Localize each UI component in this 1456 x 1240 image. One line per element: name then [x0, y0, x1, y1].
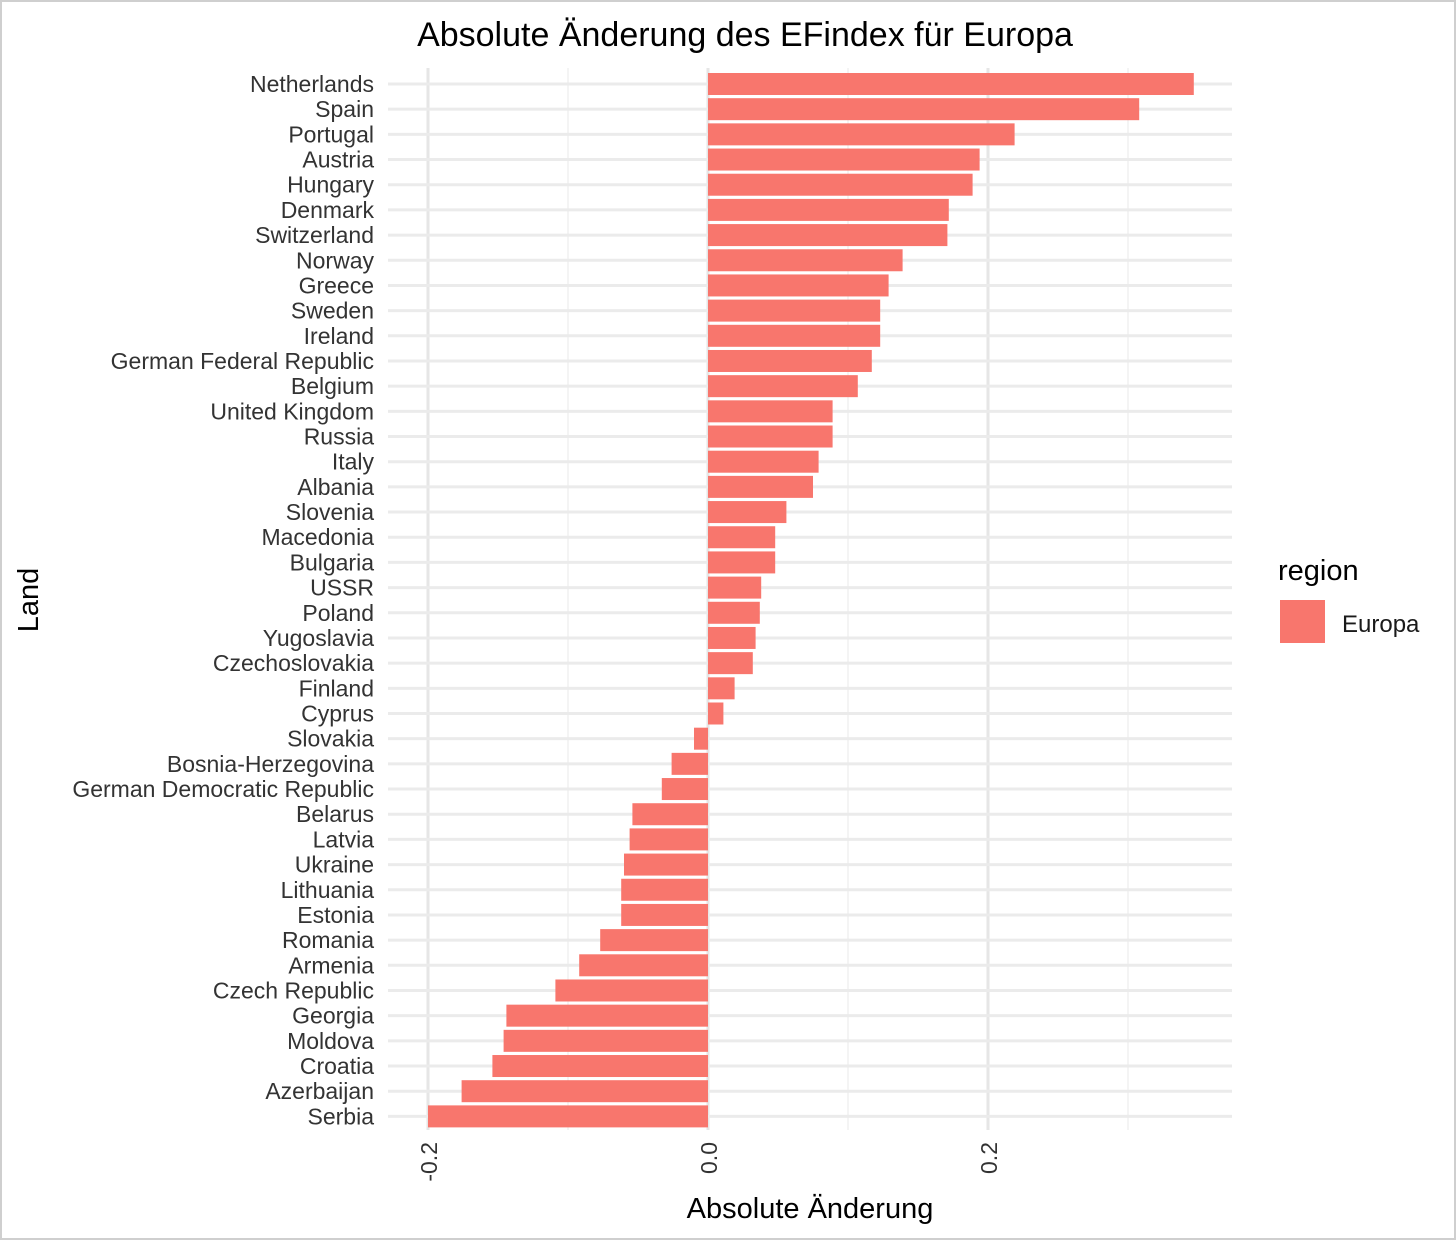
- bar: [621, 903, 708, 926]
- x-axis-title: Absolute Änderung: [687, 1193, 934, 1225]
- bar: [600, 929, 708, 952]
- bar: [708, 677, 735, 700]
- bar: [708, 400, 833, 423]
- bar: [503, 1029, 708, 1052]
- y-tick-label: Serbia: [308, 1103, 375, 1129]
- y-tick-label: Czechoslovakia: [213, 650, 374, 676]
- bar: [708, 123, 1015, 146]
- y-tick-label: Austria: [302, 147, 374, 173]
- y-tick-label: Albania: [297, 474, 374, 500]
- y-tick-label: Switzerland: [255, 222, 374, 248]
- y-tick-label: USSR: [310, 575, 374, 601]
- bar: [671, 752, 708, 775]
- bar: [708, 198, 949, 221]
- bar: [506, 1004, 708, 1027]
- bar: [708, 299, 881, 322]
- bar: [708, 173, 973, 196]
- bar: [428, 1105, 708, 1128]
- legend-label: Europa: [1342, 611, 1420, 638]
- bar: [708, 224, 948, 247]
- y-tick-label: Russia: [304, 424, 375, 450]
- bar: [708, 274, 889, 297]
- y-tick-label: Slovenia: [286, 499, 374, 525]
- legend-swatch: [1280, 600, 1325, 643]
- y-tick-label: Latvia: [313, 826, 375, 852]
- y-tick-label: Bosnia-Herzegovina: [167, 751, 374, 777]
- y-tick-label: Czech Republic: [213, 977, 374, 1003]
- bar: [492, 1055, 708, 1078]
- legend-title: region: [1278, 555, 1359, 587]
- y-tick-label: Romania: [282, 927, 374, 953]
- bars: [428, 73, 1194, 1128]
- y-tick-label: Lithuania: [281, 877, 375, 903]
- bar: [708, 576, 762, 599]
- y-tick-label: Denmark: [281, 197, 375, 223]
- y-tick-label: United Kingdom: [210, 398, 374, 424]
- bar: [708, 249, 903, 272]
- y-tick-label: Ireland: [304, 323, 374, 349]
- y-tick-label: Finland: [299, 675, 374, 701]
- bar: [708, 551, 776, 574]
- x-tick-labels: -0.2 0.0 0.2: [416, 1142, 1002, 1182]
- y-tick-label: German Democratic Republic: [72, 776, 374, 802]
- x-tick-label: 0.2: [976, 1142, 1002, 1174]
- y-tick-label: Greece: [299, 272, 374, 298]
- y-tick-label: Slovakia: [287, 726, 374, 752]
- chart-title: Absolute Änderung des EFindex für Europa: [417, 16, 1073, 54]
- x-tick-label: -0.2: [416, 1142, 442, 1182]
- y-tick-label: Bulgaria: [290, 549, 375, 575]
- y-tick-label: Ukraine: [295, 852, 374, 878]
- y-tick-label: Poland: [302, 600, 374, 626]
- bar: [708, 73, 1194, 95]
- y-tick-label: Hungary: [287, 172, 374, 198]
- bar: [708, 148, 980, 171]
- bar: [708, 450, 819, 473]
- y-tick-label: Croatia: [300, 1053, 374, 1079]
- y-tick-labels: NetherlandsSpainPortugalAustriaHungaryDe…: [72, 71, 374, 1129]
- bar: [708, 349, 872, 372]
- y-tick-label: Moldova: [287, 1028, 374, 1054]
- y-tick-label: Georgia: [292, 1003, 374, 1029]
- x-tick-label: 0.0: [696, 1142, 722, 1174]
- bar: [632, 803, 708, 826]
- y-tick-label: Norway: [296, 247, 374, 273]
- y-tick-label: Armenia: [288, 952, 374, 978]
- bar: [555, 979, 708, 1002]
- bar: [708, 425, 833, 448]
- bar: [708, 475, 813, 498]
- bar: [461, 1080, 708, 1103]
- y-tick-label: Yugoslavia: [263, 625, 374, 651]
- bar: [708, 702, 724, 725]
- legend: region Europa: [1278, 555, 1420, 643]
- y-tick-label: Belgium: [291, 373, 374, 399]
- y-tick-label: Estonia: [297, 902, 374, 928]
- y-tick-label: German Federal Republic: [111, 348, 374, 374]
- bar: [629, 828, 708, 851]
- y-tick-label: Portugal: [288, 121, 374, 147]
- bar: [708, 526, 776, 549]
- bar: [708, 324, 881, 347]
- bar: [579, 954, 708, 977]
- y-tick-label: Macedonia: [261, 524, 374, 550]
- bar: [708, 501, 787, 524]
- y-tick-label: Sweden: [291, 298, 374, 324]
- y-tick-label: Cyprus: [301, 701, 374, 727]
- y-tick-label: Italy: [332, 449, 375, 475]
- bar: [708, 98, 1140, 121]
- bar: [708, 652, 753, 675]
- bar: [694, 727, 708, 750]
- bar: [708, 375, 858, 398]
- bar: [708, 601, 760, 624]
- y-axis-title: Land: [13, 568, 45, 633]
- bar: [661, 778, 708, 801]
- y-tick-label: Netherlands: [250, 71, 374, 97]
- bar: [708, 626, 756, 649]
- bar: [621, 878, 708, 901]
- y-tick-label: Spain: [315, 96, 374, 122]
- y-tick-label: Azerbaijan: [265, 1078, 374, 1104]
- bar: [624, 853, 708, 876]
- y-tick-label: Belarus: [296, 801, 374, 827]
